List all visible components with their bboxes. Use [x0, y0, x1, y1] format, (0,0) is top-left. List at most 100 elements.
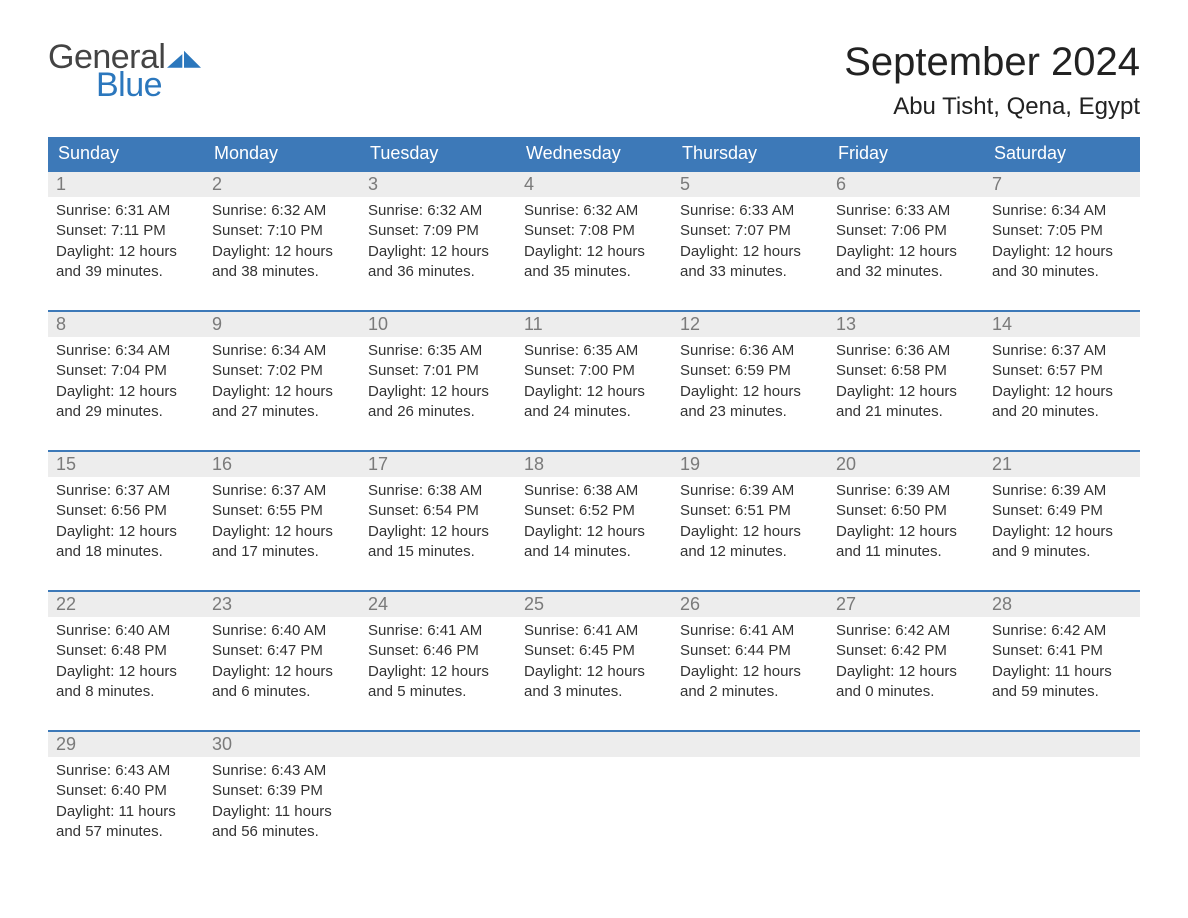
sunset-text: Sunset: 6:57 PM — [992, 361, 1132, 381]
daylight-text-line1: Daylight: 12 hours — [368, 242, 508, 262]
day-cell: Sunrise: 6:40 AMSunset: 6:47 PMDaylight:… — [204, 617, 360, 712]
sunrise-text: Sunrise: 6:34 AM — [56, 341, 196, 361]
day-number: 5 — [672, 172, 828, 197]
sunrise-text: Sunrise: 6:35 AM — [524, 341, 664, 361]
day-cell: Sunrise: 6:41 AMSunset: 6:44 PMDaylight:… — [672, 617, 828, 712]
day-number: 16 — [204, 452, 360, 477]
day-number: 9 — [204, 312, 360, 337]
day-cell: Sunrise: 6:42 AMSunset: 6:42 PMDaylight:… — [828, 617, 984, 712]
daylight-text-line2: and 12 minutes. — [680, 542, 820, 562]
day-number: 29 — [48, 732, 204, 757]
day-cell: Sunrise: 6:34 AMSunset: 7:05 PMDaylight:… — [984, 197, 1140, 292]
day-number: 2 — [204, 172, 360, 197]
day-number: 11 — [516, 312, 672, 337]
daylight-text-line2: and 11 minutes. — [836, 542, 976, 562]
daylight-text-line2: and 39 minutes. — [56, 262, 196, 282]
day-cell: Sunrise: 6:41 AMSunset: 6:46 PMDaylight:… — [360, 617, 516, 712]
day-cell: Sunrise: 6:34 AMSunset: 7:04 PMDaylight:… — [48, 337, 204, 432]
weekday-header: Wednesday — [516, 137, 672, 170]
sunrise-text: Sunrise: 6:43 AM — [212, 761, 352, 781]
sunset-text: Sunset: 6:59 PM — [680, 361, 820, 381]
sunset-text: Sunset: 7:10 PM — [212, 221, 352, 241]
day-cell — [516, 757, 672, 852]
weekday-header: Thursday — [672, 137, 828, 170]
header-row: General Blue September 2024 Abu Tisht, Q… — [48, 40, 1140, 121]
day-number — [516, 732, 672, 757]
sunrise-text: Sunrise: 6:37 AM — [212, 481, 352, 501]
daylight-text-line1: Daylight: 12 hours — [212, 382, 352, 402]
day-cell — [984, 757, 1140, 852]
daylight-text-line2: and 35 minutes. — [524, 262, 664, 282]
day-cell: Sunrise: 6:31 AMSunset: 7:11 PMDaylight:… — [48, 197, 204, 292]
sunset-text: Sunset: 6:54 PM — [368, 501, 508, 521]
day-number: 28 — [984, 592, 1140, 617]
weekday-header: Monday — [204, 137, 360, 170]
day-number: 14 — [984, 312, 1140, 337]
day-cell: Sunrise: 6:32 AMSunset: 7:10 PMDaylight:… — [204, 197, 360, 292]
daylight-text-line2: and 14 minutes. — [524, 542, 664, 562]
daylight-text-line1: Daylight: 12 hours — [524, 242, 664, 262]
sunset-text: Sunset: 6:55 PM — [212, 501, 352, 521]
sunrise-text: Sunrise: 6:40 AM — [212, 621, 352, 641]
day-cell — [672, 757, 828, 852]
sunset-text: Sunset: 7:04 PM — [56, 361, 196, 381]
day-number: 18 — [516, 452, 672, 477]
daylight-text-line2: and 18 minutes. — [56, 542, 196, 562]
daylight-text-line1: Daylight: 12 hours — [212, 662, 352, 682]
day-number: 3 — [360, 172, 516, 197]
daylight-text-line2: and 59 minutes. — [992, 682, 1132, 702]
weekday-header: Sunday — [48, 137, 204, 170]
day-cell: Sunrise: 6:37 AMSunset: 6:55 PMDaylight:… — [204, 477, 360, 572]
sunrise-text: Sunrise: 6:39 AM — [836, 481, 976, 501]
day-number-row: 2930 — [48, 732, 1140, 757]
sunrise-text: Sunrise: 6:42 AM — [992, 621, 1132, 641]
title-block: September 2024 Abu Tisht, Qena, Egypt — [844, 40, 1140, 121]
daylight-text-line2: and 0 minutes. — [836, 682, 976, 702]
sunrise-text: Sunrise: 6:40 AM — [56, 621, 196, 641]
daylight-text-line1: Daylight: 12 hours — [680, 522, 820, 542]
daylight-text-line2: and 29 minutes. — [56, 402, 196, 422]
sunrise-text: Sunrise: 6:34 AM — [992, 201, 1132, 221]
sunrise-text: Sunrise: 6:38 AM — [524, 481, 664, 501]
daylight-text-line2: and 30 minutes. — [992, 262, 1132, 282]
day-cell: Sunrise: 6:38 AMSunset: 6:54 PMDaylight:… — [360, 477, 516, 572]
day-cell: Sunrise: 6:43 AMSunset: 6:40 PMDaylight:… — [48, 757, 204, 852]
day-cell: Sunrise: 6:37 AMSunset: 6:56 PMDaylight:… — [48, 477, 204, 572]
daylight-text-line2: and 20 minutes. — [992, 402, 1132, 422]
daylight-text-line2: and 15 minutes. — [368, 542, 508, 562]
daylight-text-line1: Daylight: 12 hours — [836, 522, 976, 542]
weekday-header: Tuesday — [360, 137, 516, 170]
day-number: 8 — [48, 312, 204, 337]
sunset-text: Sunset: 6:58 PM — [836, 361, 976, 381]
calendar-week: 15161718192021Sunrise: 6:37 AMSunset: 6:… — [48, 450, 1140, 572]
daylight-text-line1: Daylight: 11 hours — [992, 662, 1132, 682]
daylight-text-line2: and 38 minutes. — [212, 262, 352, 282]
calendar-week: 1234567Sunrise: 6:31 AMSunset: 7:11 PMDa… — [48, 170, 1140, 292]
weekday-header: Friday — [828, 137, 984, 170]
daylight-text-line1: Daylight: 12 hours — [368, 662, 508, 682]
day-cell: Sunrise: 6:32 AMSunset: 7:09 PMDaylight:… — [360, 197, 516, 292]
day-number: 20 — [828, 452, 984, 477]
daylight-text-line2: and 56 minutes. — [212, 822, 352, 842]
day-number: 22 — [48, 592, 204, 617]
calendar-week: 2930Sunrise: 6:43 AMSunset: 6:40 PMDayli… — [48, 730, 1140, 852]
day-number: 13 — [828, 312, 984, 337]
day-number-row: 891011121314 — [48, 312, 1140, 337]
day-number: 24 — [360, 592, 516, 617]
daylight-text-line1: Daylight: 12 hours — [992, 382, 1132, 402]
day-cell: Sunrise: 6:35 AMSunset: 7:00 PMDaylight:… — [516, 337, 672, 432]
sunrise-text: Sunrise: 6:39 AM — [680, 481, 820, 501]
sunrise-text: Sunrise: 6:41 AM — [680, 621, 820, 641]
daylight-text-line2: and 21 minutes. — [836, 402, 976, 422]
daylight-text-line2: and 36 minutes. — [368, 262, 508, 282]
day-number: 26 — [672, 592, 828, 617]
day-cell: Sunrise: 6:35 AMSunset: 7:01 PMDaylight:… — [360, 337, 516, 432]
daylight-text-line1: Daylight: 12 hours — [56, 382, 196, 402]
daylight-text-line1: Daylight: 12 hours — [524, 662, 664, 682]
daylight-text-line2: and 23 minutes. — [680, 402, 820, 422]
sunset-text: Sunset: 6:48 PM — [56, 641, 196, 661]
day-cell: Sunrise: 6:43 AMSunset: 6:39 PMDaylight:… — [204, 757, 360, 852]
sunset-text: Sunset: 6:50 PM — [836, 501, 976, 521]
day-number — [828, 732, 984, 757]
daylight-text-line1: Daylight: 12 hours — [212, 522, 352, 542]
